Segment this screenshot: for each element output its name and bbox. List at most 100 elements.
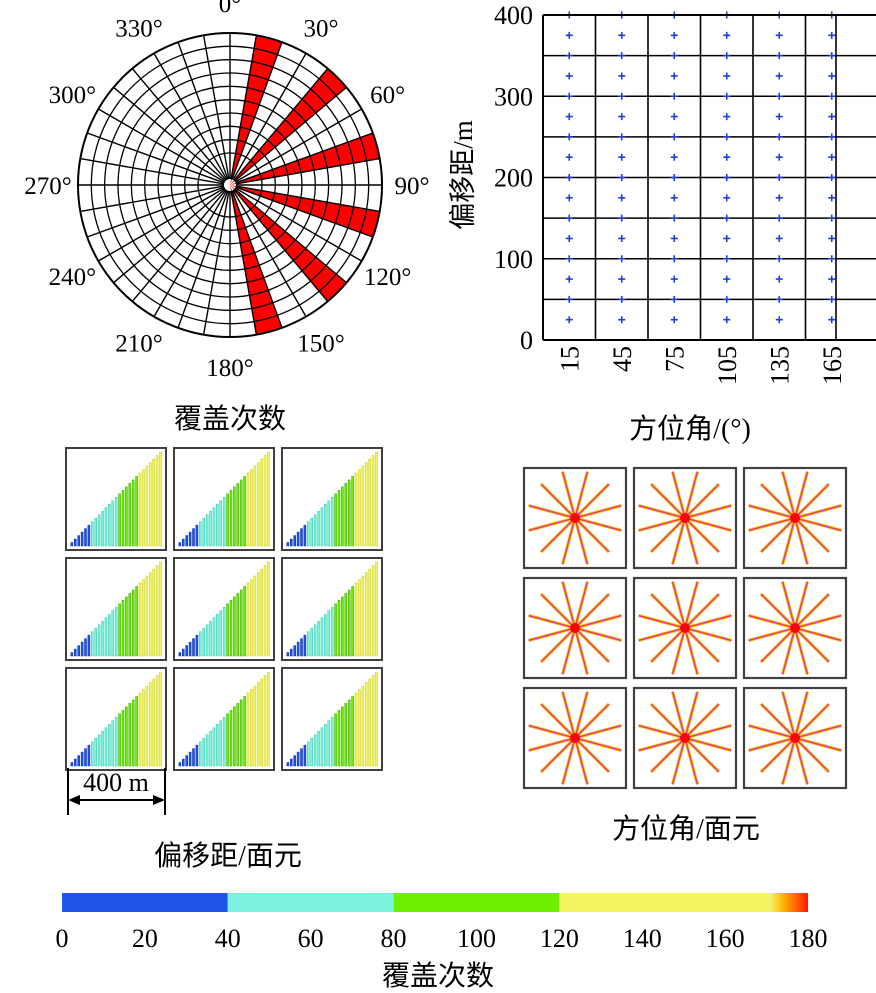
scatter-point (670, 92, 678, 100)
offset-bar (118, 603, 121, 657)
offset-bar (135, 476, 138, 547)
colorbar-tick: 20 (132, 924, 158, 953)
azimuth-ray (794, 614, 842, 629)
offset-bar (256, 682, 260, 767)
azimuth-ray (794, 703, 830, 739)
azimuth-ray (684, 737, 699, 785)
polar-angle-label: 0° (219, 0, 242, 18)
scatter-point (775, 92, 783, 100)
offset-bar (199, 521, 202, 547)
scatter-point (618, 52, 626, 60)
azimuth-ray (794, 593, 830, 629)
polar-angle-labels: 0° 30° 60° 90° 120° 150° 180° 210° 240° 270° 300° 3… (24, 0, 429, 382)
scatter-point (723, 255, 731, 263)
azimuth-ray (760, 593, 796, 629)
offset-bar (202, 517, 205, 547)
azimuth-ray (650, 703, 686, 739)
offset-bar (205, 734, 209, 767)
azimuth-ray (781, 691, 796, 739)
offset-bar (125, 706, 128, 767)
scatter-x-tick: 15 (555, 346, 584, 372)
offset-bar (155, 675, 159, 767)
azimuth-ray (561, 737, 576, 785)
polar-spoke (233, 68, 329, 181)
offset-bar (97, 624, 101, 657)
azimuth-bin-cell (742, 576, 848, 680)
scatter-point (828, 52, 836, 60)
polar-ring (104, 59, 356, 311)
offset-bar (334, 713, 337, 767)
polar-angle-label: 30° (304, 15, 339, 42)
offset-bar (182, 758, 185, 767)
scatter-xlabel: 方位角/(°) (629, 413, 751, 445)
azimuth-ray (794, 504, 842, 519)
scatter-point (723, 153, 731, 161)
offset-bar (114, 717, 118, 767)
azimuth-ray (574, 517, 622, 532)
azimuth-ray (781, 471, 796, 519)
colorbar-tick: 0 (56, 924, 69, 953)
azimuth-ray (794, 627, 842, 642)
azimuth-ray (574, 517, 589, 565)
scatter-point (723, 234, 731, 242)
azimuth-ray (528, 614, 576, 629)
scatter-axes (542, 14, 876, 341)
scatter-point (618, 295, 626, 303)
azimuth-ray (794, 737, 809, 785)
offset-bar (77, 755, 80, 767)
offset-bar (324, 724, 327, 767)
offset-bar (94, 517, 97, 547)
offset-bar (77, 535, 80, 547)
offset-bar (337, 710, 341, 767)
azimuth-ray (671, 691, 686, 739)
offset-bar (320, 727, 324, 767)
offset-bin-cell (173, 557, 275, 661)
offset-bar (182, 538, 185, 547)
offset-bar (243, 476, 246, 547)
offset-bar (74, 648, 77, 657)
azimuth-bin-cell (632, 466, 738, 570)
offset-bar (368, 678, 371, 767)
offset-bar (216, 504, 219, 547)
scatter-point (828, 174, 836, 181)
azimuth-bin-cell (742, 686, 848, 790)
polar-spoke (86, 186, 225, 238)
scatter-point (828, 316, 836, 324)
offset-bar (246, 582, 250, 657)
scatter-point (828, 153, 836, 161)
offset-bar (202, 737, 205, 767)
scatter-point (565, 295, 573, 303)
offset-bar (320, 617, 324, 657)
offset-bar (74, 758, 77, 767)
polar-spoke (231, 190, 283, 329)
offset-bar (159, 561, 162, 657)
offset-bar (70, 542, 74, 547)
polar-spoke (234, 86, 347, 182)
azimuth-ray (574, 724, 622, 739)
polar-angle-label: 120° (364, 264, 412, 291)
offset-bar (226, 493, 229, 547)
polar-spoke (153, 189, 228, 317)
offset-bar (101, 620, 104, 657)
offset-bar (229, 490, 233, 547)
offset-bar (368, 458, 371, 547)
offset-bar (341, 706, 344, 767)
offset-bar (253, 685, 257, 767)
polar-spoke (232, 189, 307, 317)
azimuth-ray (794, 517, 842, 532)
offset-bar (344, 703, 348, 767)
scatter-point (723, 214, 731, 222)
colorbar-band (62, 893, 228, 912)
azimuth-ray (684, 517, 720, 553)
offset-bar (260, 678, 263, 767)
bargrid-caption: 偏移距/面元 (154, 840, 302, 872)
scatter-x-ticks: 15 45 75 105 135 165 (555, 346, 847, 385)
offset-bar (364, 572, 368, 657)
offset-bar (192, 528, 195, 547)
offset-bar (361, 465, 365, 547)
scatter-point (828, 133, 836, 141)
scatter-point (775, 113, 783, 121)
offset-bar (341, 596, 344, 657)
scatter-point (565, 52, 573, 60)
offset-bar (303, 524, 307, 547)
